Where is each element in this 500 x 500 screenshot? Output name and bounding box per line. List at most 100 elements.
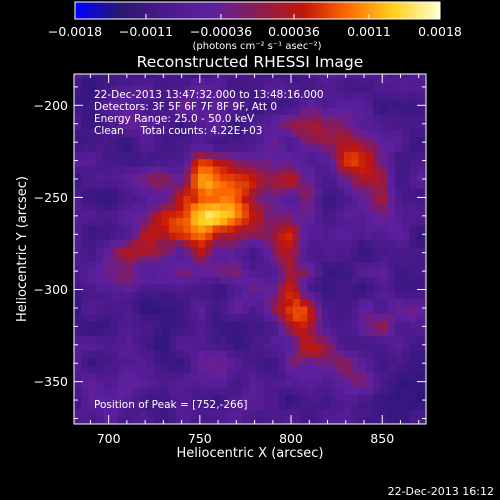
heatmap-cell — [358, 180, 367, 189]
heatmap-cell — [314, 188, 323, 196]
annotation-energy-range: Energy Range: 25.0 - 50.0 keV — [94, 113, 255, 125]
heatmap-cell — [95, 85, 104, 93]
heatmap-cell — [365, 379, 374, 388]
heatmap-cell — [212, 409, 221, 418]
heatmap-cell — [380, 387, 389, 395]
heatmap-cell — [263, 409, 272, 418]
heatmap-cell — [402, 320, 410, 329]
heatmap-cell — [394, 99, 403, 108]
heatmap-cell — [314, 210, 323, 219]
heatmap-cell — [103, 180, 111, 189]
heatmap-cell — [198, 136, 206, 145]
heatmap-cell — [314, 202, 323, 211]
heatmap-cell — [256, 77, 265, 86]
heatmap-cell — [365, 225, 374, 233]
heatmap-cell — [285, 136, 294, 145]
heatmap-cell — [314, 85, 323, 93]
heatmap-cell — [380, 379, 389, 388]
heatmap-cell — [343, 107, 352, 115]
heatmap-cell — [183, 188, 192, 196]
heatmap-cell — [176, 202, 184, 211]
heatmap-cell — [212, 276, 221, 285]
heatmap-cell — [205, 144, 214, 152]
heatmap-cell — [256, 74, 265, 79]
heatmap-cell — [176, 365, 184, 373]
heatmap-cell — [358, 372, 367, 381]
heatmap-cell — [343, 298, 352, 307]
heatmap-cell — [219, 121, 228, 130]
heatmap-cell — [234, 342, 243, 351]
heatmap-cell — [416, 284, 425, 292]
heatmap-cell — [343, 328, 352, 336]
heatmap-cell — [154, 247, 162, 255]
heatmap-cell — [234, 291, 243, 300]
heatmap-cell — [139, 306, 148, 314]
heatmap-cell — [380, 77, 389, 86]
colorbar-tick-label: 0.00036 — [268, 24, 320, 39]
heatmap-cell — [249, 217, 257, 226]
heatmap-cell — [168, 144, 177, 152]
heatmap-cell — [263, 173, 272, 182]
heatmap-cell — [256, 107, 265, 115]
heatmap-cell — [74, 291, 82, 300]
heatmap-cell — [322, 261, 330, 270]
heatmap-cell — [168, 247, 177, 255]
heatmap-cell — [307, 74, 316, 79]
heatmap-cell — [110, 306, 119, 314]
heatmap-cell — [343, 92, 352, 101]
heatmap-cell — [285, 77, 294, 86]
heatmap-cell — [329, 195, 338, 204]
heatmap-cell — [241, 276, 250, 285]
heatmap-cell — [168, 173, 177, 182]
heatmap-cell — [256, 92, 265, 101]
heatmap-cell — [125, 166, 133, 174]
heatmap-cell — [212, 306, 221, 314]
heatmap-cell — [387, 335, 396, 344]
heatmap-cell — [351, 306, 359, 314]
heatmap-cell — [103, 379, 111, 388]
heatmap-cell — [409, 328, 418, 336]
heatmap-cell — [329, 247, 338, 255]
heatmap-cell — [300, 121, 308, 130]
heatmap-cell — [168, 74, 177, 79]
heatmap-cell — [74, 217, 82, 226]
heatmap-cell — [161, 306, 170, 314]
heatmap-cell — [139, 92, 148, 101]
heatmap-cell — [154, 188, 162, 196]
heatmap-cell — [402, 335, 410, 344]
heatmap-cell — [219, 365, 228, 373]
heatmap-cell — [139, 99, 148, 108]
heatmap-cell — [176, 254, 184, 263]
heatmap-cell — [402, 284, 410, 292]
heatmap-cell — [351, 151, 359, 160]
heatmap-cell — [212, 350, 221, 359]
heatmap-cell — [416, 77, 425, 86]
heatmap-cell — [402, 254, 410, 263]
heatmap-cell — [154, 328, 162, 336]
heatmap-cell — [380, 85, 389, 93]
heatmap-cell — [168, 276, 177, 285]
heatmap-cell — [424, 350, 426, 359]
heatmap-cell — [234, 320, 243, 329]
heatmap-cell — [81, 350, 89, 359]
heatmap-cell — [190, 77, 199, 86]
heatmap-cell — [314, 136, 323, 145]
heatmap-cell — [234, 269, 243, 278]
heatmap-cell — [117, 151, 126, 160]
heatmap-cell — [88, 92, 97, 101]
heatmap-cell — [139, 379, 148, 388]
heatmap-cell — [278, 210, 286, 219]
heatmap-cell — [343, 202, 352, 211]
heatmap-cell — [103, 306, 111, 314]
heatmap-cell — [358, 276, 367, 285]
heatmap-cell — [416, 276, 425, 285]
heatmap-cell — [161, 313, 170, 322]
heatmap-cell — [117, 261, 126, 270]
heatmap-cell — [343, 357, 352, 366]
heatmap-cell — [110, 335, 119, 344]
heatmap-cell — [380, 121, 389, 130]
heatmap-cell — [74, 394, 82, 403]
heatmap-cell — [307, 210, 316, 219]
heatmap-cell — [110, 313, 119, 322]
heatmap-cell — [161, 291, 170, 300]
